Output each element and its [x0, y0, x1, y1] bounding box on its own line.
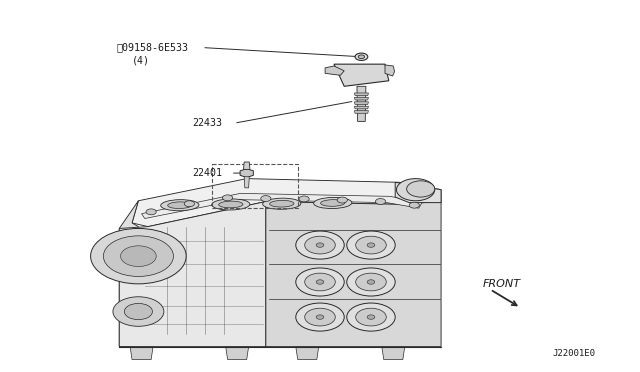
Circle shape	[367, 243, 375, 247]
Circle shape	[91, 228, 186, 284]
Text: Ⓡ09158-6E533: Ⓡ09158-6E533	[116, 42, 188, 52]
Circle shape	[296, 268, 344, 296]
Circle shape	[260, 196, 271, 202]
Circle shape	[347, 303, 395, 331]
Circle shape	[356, 308, 387, 326]
Polygon shape	[240, 169, 253, 177]
Circle shape	[103, 236, 173, 276]
Polygon shape	[119, 202, 266, 347]
Ellipse shape	[269, 201, 294, 207]
Circle shape	[355, 53, 368, 61]
Circle shape	[356, 236, 387, 254]
Circle shape	[337, 197, 348, 203]
Polygon shape	[395, 182, 441, 203]
Circle shape	[356, 273, 387, 291]
Text: J22001E0: J22001E0	[552, 350, 596, 359]
Circle shape	[316, 315, 324, 319]
Circle shape	[376, 199, 386, 205]
Polygon shape	[385, 65, 394, 76]
Circle shape	[296, 231, 344, 259]
Ellipse shape	[219, 201, 243, 208]
Polygon shape	[130, 347, 153, 359]
Circle shape	[367, 280, 375, 284]
Circle shape	[124, 304, 152, 320]
Polygon shape	[226, 347, 248, 359]
Circle shape	[296, 303, 344, 331]
Circle shape	[223, 195, 233, 201]
Circle shape	[184, 201, 195, 207]
Circle shape	[120, 246, 156, 266]
Circle shape	[347, 268, 395, 296]
Polygon shape	[355, 97, 369, 100]
Circle shape	[305, 308, 335, 326]
Polygon shape	[355, 93, 369, 96]
Polygon shape	[355, 111, 369, 113]
Text: (4): (4)	[132, 55, 150, 65]
Polygon shape	[296, 347, 319, 359]
Polygon shape	[244, 177, 249, 188]
Circle shape	[305, 273, 335, 291]
Circle shape	[113, 297, 164, 326]
Polygon shape	[325, 66, 344, 75]
Circle shape	[299, 196, 309, 202]
Text: 22401: 22401	[193, 168, 223, 178]
Ellipse shape	[321, 200, 345, 206]
Polygon shape	[334, 64, 389, 86]
Text: FRONT: FRONT	[483, 279, 520, 289]
Circle shape	[347, 231, 395, 259]
Polygon shape	[266, 201, 441, 347]
Circle shape	[316, 280, 324, 284]
Ellipse shape	[314, 198, 352, 209]
Polygon shape	[357, 86, 366, 121]
Polygon shape	[119, 201, 138, 347]
Circle shape	[316, 243, 324, 247]
Circle shape	[409, 202, 419, 208]
Text: 22433: 22433	[193, 118, 223, 128]
Polygon shape	[141, 193, 422, 218]
Circle shape	[146, 209, 156, 215]
Circle shape	[305, 236, 335, 254]
Circle shape	[367, 315, 375, 319]
Polygon shape	[132, 179, 441, 227]
Polygon shape	[382, 347, 404, 359]
Circle shape	[358, 55, 365, 59]
Circle shape	[396, 179, 435, 201]
Ellipse shape	[262, 198, 301, 209]
Circle shape	[406, 181, 435, 197]
Polygon shape	[355, 106, 369, 109]
Polygon shape	[244, 162, 250, 169]
Ellipse shape	[168, 202, 192, 209]
Polygon shape	[355, 102, 369, 105]
Ellipse shape	[212, 199, 250, 210]
Ellipse shape	[161, 200, 199, 211]
